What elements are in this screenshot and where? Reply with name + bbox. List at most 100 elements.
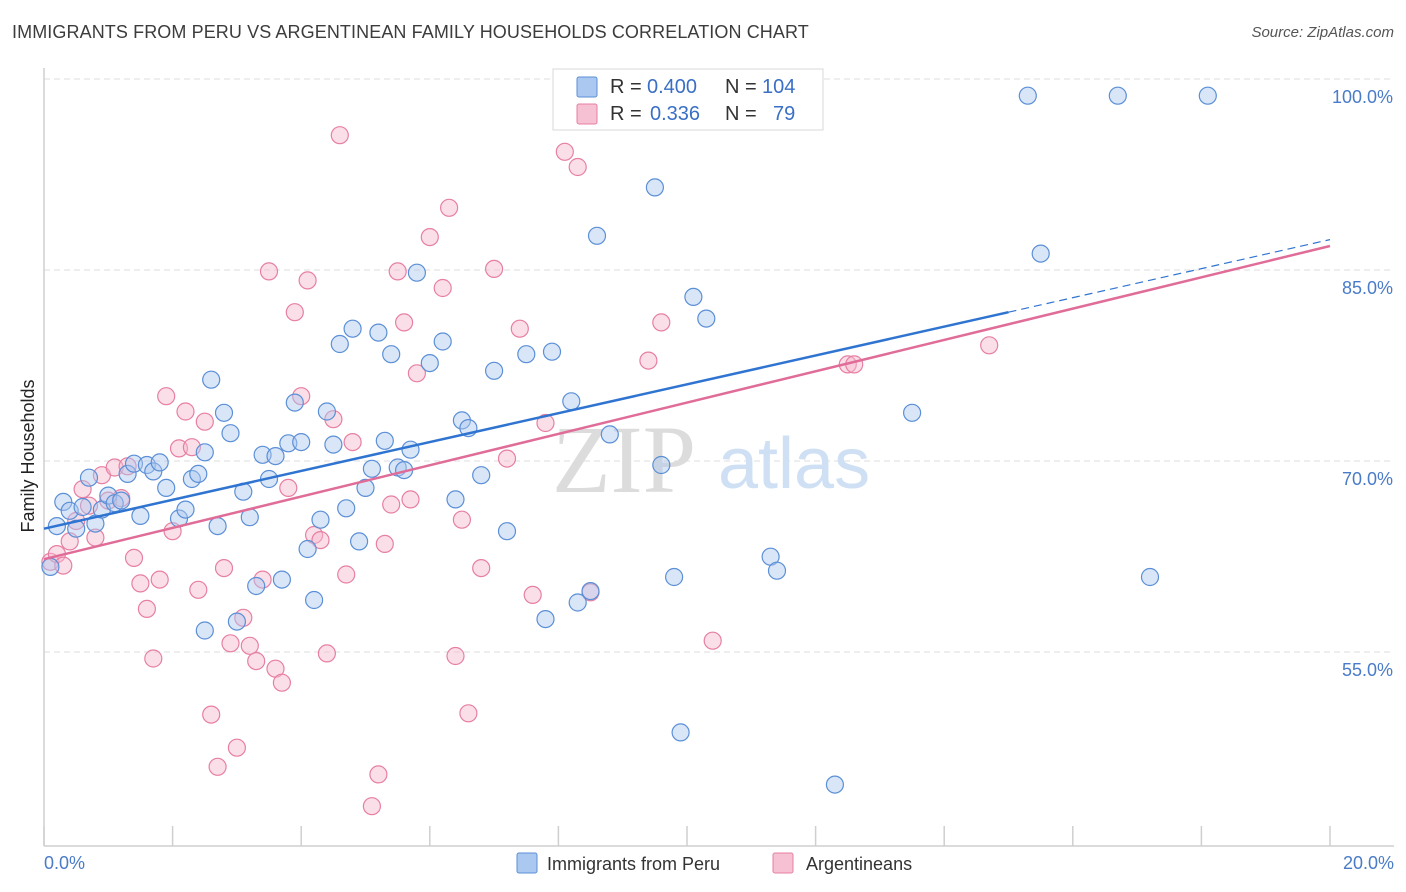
peru-point (208, 516, 227, 536)
argentinean-point (247, 651, 266, 671)
y-tick-label: 85.0% (1342, 278, 1393, 298)
bottom-legend-swatch-argentineans[interactable] (772, 852, 794, 874)
legend-r-value-pink: 0.336 (650, 103, 700, 125)
argentinean-point (401, 490, 420, 509)
argentinean-point (169, 439, 189, 458)
argentinean-point (176, 402, 195, 421)
axes (43, 68, 1394, 847)
peru-point (1031, 244, 1050, 263)
peru-point (652, 455, 671, 475)
argentinean-point (459, 704, 478, 723)
peru-point (362, 459, 381, 478)
legend-box (552, 68, 824, 131)
peru-point (247, 576, 266, 596)
argentinean-point (639, 351, 658, 370)
watermark: ZIP atlas (552, 406, 870, 513)
peru-point (542, 342, 562, 361)
argentinean-point (195, 412, 214, 431)
argentinean-point (452, 510, 471, 529)
y-axis-label: Family Households (18, 379, 38, 532)
peru-point (684, 287, 703, 306)
argentinean-point (433, 278, 452, 298)
y-tick-label: 55.0% (1342, 660, 1393, 680)
argentinean-point (214, 558, 234, 578)
peru-point (497, 522, 517, 541)
legend-swatch-blue (576, 76, 598, 98)
peru-point (1140, 567, 1160, 587)
peru-point (645, 178, 665, 197)
peru-point (697, 309, 716, 328)
argentinean-point (388, 262, 407, 281)
argentinean-point (382, 495, 401, 514)
bottom-legend-label-peru[interactable]: Immigrants from Peru (547, 854, 720, 874)
peru-point (324, 435, 343, 454)
argentinean-point (523, 585, 542, 605)
argentinean-point (703, 631, 722, 650)
x-tick-marks (43, 826, 1331, 846)
trend-line-peru (43, 310, 1009, 530)
argentinean-point (157, 387, 176, 406)
source-label: Source: ZipAtlas.com (1251, 24, 1394, 41)
peru-point (600, 425, 619, 444)
trend-line-argentineans (43, 244, 1331, 561)
argentinean-point (446, 646, 465, 666)
argentinean-point (259, 262, 279, 281)
peru-point (214, 403, 234, 422)
peru-point (131, 506, 150, 526)
peru-point (446, 490, 465, 509)
grid-lines (44, 78, 1394, 653)
argentinean-point (337, 565, 356, 584)
legend-r-label-blue: R = (610, 76, 642, 98)
peru-point (157, 478, 176, 497)
argentinean-point (285, 303, 304, 322)
peru-point (587, 226, 607, 245)
peru-point (144, 462, 163, 481)
peru-point (902, 403, 922, 422)
argentinean-point (150, 570, 169, 589)
argentinean-point (240, 636, 259, 655)
argentinean-point (369, 765, 388, 784)
argentinean-point (472, 558, 491, 578)
peru-point (112, 491, 131, 510)
argentinean-point (54, 556, 73, 575)
peru-point (124, 454, 144, 473)
legend-r-value-blue: 0.400 (647, 76, 697, 98)
argentinean-point (317, 644, 336, 663)
peru-point (118, 464, 137, 483)
peru-point (369, 323, 388, 342)
peru-point (73, 497, 92, 517)
argentinean-point (131, 574, 150, 593)
peru-point (285, 393, 304, 412)
trend-lines (43, 239, 1331, 561)
trend-line-peru-extension (1008, 239, 1331, 313)
peru-point (221, 424, 240, 443)
peru-point (279, 434, 298, 453)
bottom-legend-swatch-peru[interactable] (516, 852, 538, 874)
bottom-legend-label-argentineans[interactable]: Argentineans (806, 854, 912, 874)
peru-point (382, 345, 401, 364)
peru-point (189, 464, 208, 483)
peru-point (343, 319, 362, 338)
peru-point (401, 440, 420, 459)
series-legend: Immigrants from Peru Argentineans (516, 852, 912, 874)
argentinean-point (485, 259, 504, 278)
peru-point (266, 447, 285, 466)
argentinean-point (395, 313, 414, 332)
argentinean-point (73, 480, 92, 499)
peru-point (317, 402, 336, 421)
peru-point (1018, 86, 1037, 105)
chart-title: IMMIGRANTS FROM PERU VS ARGENTINEAN FAMI… (12, 22, 809, 42)
legend-swatch-pink (576, 103, 598, 125)
peru-point (581, 581, 600, 601)
peru-point (671, 723, 690, 742)
peru-point (536, 609, 555, 629)
series-immigrants-from-peru (41, 86, 1217, 794)
peru-point (420, 354, 439, 373)
peru-point (517, 345, 536, 364)
legend-n-label-blue: N = (725, 76, 757, 98)
watermark-atlas: atlas (718, 424, 870, 504)
peru-point (1198, 86, 1217, 105)
argentinean-point (420, 228, 439, 247)
argentinean-point (510, 319, 529, 338)
